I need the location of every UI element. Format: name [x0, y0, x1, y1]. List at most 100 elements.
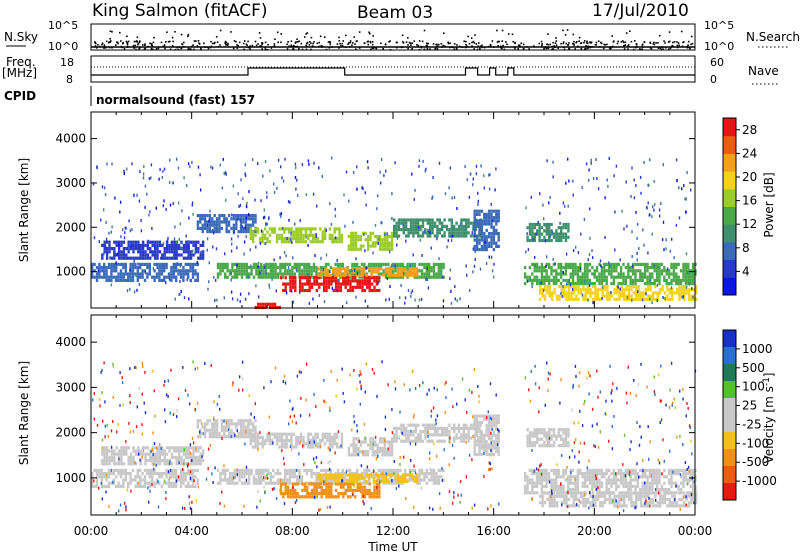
heatmap-cell: [358, 267, 361, 271]
heatmap-cell: [413, 267, 416, 271]
noise-point: [142, 44, 144, 46]
heatmap-cell: [411, 289, 414, 293]
heatmap-cell: [397, 228, 401, 232]
heatmap-cell: [596, 291, 599, 295]
heatmap-cell: [337, 278, 340, 282]
heatmap-cell: [353, 272, 356, 276]
heatmap-cell: [303, 288, 307, 293]
heatmap-cell: [122, 256, 126, 260]
heatmap-cell: [395, 228, 398, 232]
noise-point: [122, 42, 124, 45]
heatmap-cell: [194, 251, 196, 255]
heatmap-cell: [661, 288, 664, 292]
heatmap-cell: [296, 478, 299, 482]
noise-point: [200, 48, 202, 50]
heatmap-cell: [175, 276, 177, 280]
heatmap-cell: [425, 275, 428, 279]
heatmap-cell: [453, 234, 456, 238]
noise-point: [600, 42, 603, 45]
noise-point: [562, 41, 565, 43]
noise-point: [133, 47, 135, 49]
heatmap-cell: [215, 220, 219, 224]
noise-point: [116, 41, 118, 44]
heatmap-cell: [684, 275, 688, 279]
heatmap-cell: [332, 288, 335, 293]
heatmap-cell: [175, 243, 178, 247]
heatmap-cell: [167, 236, 169, 240]
heatmap-cell: [227, 419, 231, 423]
heatmap-cell: [133, 259, 135, 263]
heatmap-cell: [117, 449, 121, 453]
noise-point: [261, 42, 264, 44]
noise-point: [132, 44, 135, 47]
heatmap-cell: [295, 439, 298, 443]
noise-point: [336, 43, 339, 45]
power-y-axis-label: Slant Range [km]: [17, 158, 31, 262]
heatmap-cell: [639, 294, 643, 298]
heatmap-cell: [378, 495, 381, 499]
heatmap-cell: [301, 488, 304, 492]
heatmap-cell: [191, 275, 195, 279]
heatmap-cell: [543, 238, 546, 243]
heatmap-cell: [316, 236, 320, 241]
heatmap-cell: [286, 262, 289, 266]
heatmap-cell: [479, 423, 482, 427]
heatmap-cell: [284, 485, 287, 489]
noise-point: [266, 48, 269, 51]
heatmap-cell: [417, 234, 420, 238]
heatmap-cell: [675, 272, 678, 276]
heatmap-cell: [559, 262, 563, 266]
heatmap-cell: [478, 225, 481, 229]
heatmap-cell: [308, 269, 311, 273]
noise-point: [259, 45, 261, 47]
heatmap-cell: [120, 235, 122, 239]
heatmap-cell: [332, 279, 335, 283]
heatmap-cell: [623, 227, 625, 231]
heatmap-cell: [659, 291, 662, 295]
heatmap-cell: [282, 226, 284, 230]
heatmap-cell: [643, 262, 647, 266]
heatmap-cell: [438, 439, 441, 443]
heatmap-cell: [158, 455, 162, 459]
heatmap-cell: [455, 231, 458, 235]
heatmap-cell: [304, 233, 308, 237]
heatmap-cell: [108, 250, 111, 254]
heatmap-cell: [548, 235, 551, 239]
heatmap-cell: [245, 262, 248, 266]
noise-point: [575, 41, 577, 44]
heatmap-cell: [239, 230, 243, 234]
noise-point: [264, 48, 267, 50]
heatmap-cell: [110, 256, 114, 260]
heatmap-cell: [607, 262, 611, 266]
heatmap-cell: [203, 428, 207, 432]
heatmap-cell: [396, 481, 400, 485]
heatmap-cell: [242, 217, 245, 221]
heatmap-cell: [386, 453, 389, 457]
heatmap-cell: [280, 432, 284, 436]
heatmap-cell: [374, 450, 377, 454]
noise-point: [506, 43, 508, 46]
heatmap-cell: [129, 478, 132, 482]
heatmap-cell: [637, 294, 640, 298]
heatmap-cell: [543, 229, 546, 233]
heatmap-cell: [485, 222, 488, 226]
heatmap-cell: [403, 270, 407, 274]
noise-point: [623, 48, 626, 50]
power-colorbar-box: [723, 259, 736, 278]
heatmap-cell: [413, 270, 416, 274]
noise-point: [367, 43, 370, 46]
heatmap-cell: [684, 272, 688, 276]
heatmap-cell: [495, 232, 498, 236]
heatmap-cell: [405, 239, 407, 243]
heatmap-cell: [562, 235, 565, 239]
heatmap-cell: [191, 251, 193, 254]
heatmap-cell: [143, 278, 147, 282]
heatmap-cell: [591, 297, 595, 301]
heatmap-cell: [252, 233, 255, 237]
heatmap-cell: [683, 284, 686, 289]
noise-point: [440, 42, 443, 45]
noise-point: [243, 48, 245, 51]
heatmap-cell: [146, 247, 150, 251]
heatmap-cell: [148, 266, 151, 270]
noise-point: [261, 48, 263, 50]
